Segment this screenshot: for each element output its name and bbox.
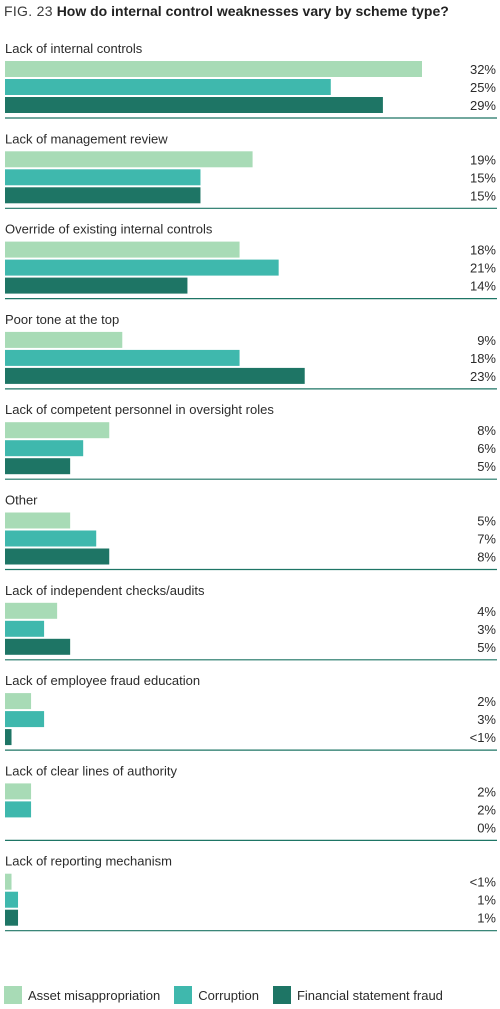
value-label: 9% (477, 333, 496, 348)
value-label: 19% (470, 152, 496, 167)
value-label: 25% (470, 80, 496, 95)
value-label: 2% (477, 802, 496, 817)
bar (5, 79, 331, 95)
bar (5, 61, 422, 77)
legend-item-financial-statement-fraud: Financial statement fraud (272, 986, 443, 1004)
bar (5, 97, 383, 113)
legend-item-corruption: Corruption (174, 986, 259, 1004)
bar (5, 259, 279, 276)
bar (5, 602, 58, 619)
value-label: 5% (477, 514, 496, 529)
legend-swatch-asset (4, 986, 22, 1004)
bar (5, 711, 45, 728)
value-label: 15% (470, 170, 496, 185)
bar (5, 151, 253, 168)
legend-label-financial: Financial statement fraud (296, 987, 443, 1003)
value-label: 1% (477, 911, 496, 926)
bar (5, 638, 71, 655)
value-label: 3% (477, 622, 496, 637)
figure-number: FIG. 23 (4, 3, 53, 19)
bar (5, 909, 19, 926)
category-label: Lack of competent personnel in oversight… (5, 402, 274, 417)
category-label: Lack of clear lines of authority (5, 763, 177, 778)
bar (5, 512, 71, 529)
category-label: Other (5, 493, 38, 508)
category-label: Poor tone at the top (5, 312, 119, 327)
category-label: Lack of reporting mechanism (5, 854, 172, 869)
legend-item-asset-misappropriation: Asset misappropriation (4, 986, 160, 1004)
bar (5, 620, 45, 637)
value-label: 32% (470, 62, 496, 77)
legend-label-asset: Asset misappropriation (28, 987, 161, 1003)
bar (5, 729, 12, 746)
bar (5, 458, 71, 475)
chart-legend: Asset misappropriation Corruption Financ… (4, 984, 500, 1006)
bar (5, 548, 110, 565)
category-label: Override of existing internal controls (5, 222, 213, 237)
bar (5, 187, 201, 204)
value-label: 0% (477, 820, 496, 835)
bar (5, 873, 12, 890)
value-label: <1% (470, 875, 497, 890)
value-label: 4% (477, 604, 496, 619)
value-label: 7% (477, 532, 496, 547)
value-label: 1% (477, 893, 496, 908)
value-label: 15% (470, 188, 496, 203)
value-label: 29% (470, 98, 496, 113)
value-label: 3% (477, 712, 496, 727)
value-label: 2% (477, 784, 496, 799)
bar (5, 277, 188, 294)
value-label: 2% (477, 694, 496, 709)
bar (5, 693, 32, 710)
category-label: Lack of management review (5, 131, 168, 146)
bar (5, 783, 32, 800)
bar-chart: Lack of internal controls 32% 25% 29% Lack o… (5, 41, 497, 932)
value-label: 18% (470, 243, 496, 258)
category-label: Lack of independent checks/audits (5, 583, 205, 598)
value-label: 21% (470, 261, 496, 276)
bar (5, 801, 32, 818)
bar (5, 891, 19, 908)
value-label: 5% (477, 640, 496, 655)
bar (5, 241, 240, 258)
value-label: 14% (470, 279, 496, 294)
chart-title-row: FIG. 23 How do internal control weakness… (4, 3, 449, 23)
category-label: Lack of employee fraud education (5, 673, 200, 688)
legend-swatch-financial (272, 986, 291, 1004)
value-label: 8% (477, 423, 496, 438)
bar (5, 349, 240, 366)
value-label: 6% (477, 441, 496, 456)
chart-title: How do internal control weaknesses vary … (56, 3, 449, 19)
value-label: 18% (470, 351, 496, 366)
bar (5, 530, 97, 547)
value-label: 8% (477, 550, 496, 565)
bar (5, 367, 305, 384)
value-label: 23% (470, 369, 496, 384)
legend-label-corruption: Corruption (198, 987, 259, 1003)
value-label: <1% (470, 730, 497, 745)
bar (5, 440, 84, 457)
category-label: Lack of internal controls (5, 41, 143, 56)
bar (5, 331, 123, 348)
bar (5, 422, 110, 439)
value-label: 5% (477, 459, 496, 474)
legend-swatch-corruption (174, 986, 193, 1004)
bar (5, 169, 201, 186)
